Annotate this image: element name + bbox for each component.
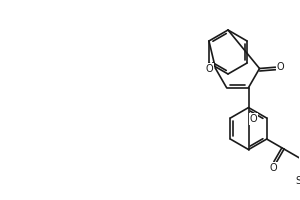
Text: S: S bbox=[295, 176, 300, 186]
Text: O: O bbox=[269, 163, 277, 173]
Text: O: O bbox=[250, 114, 257, 124]
Text: O: O bbox=[277, 62, 284, 72]
Text: O: O bbox=[206, 64, 213, 73]
